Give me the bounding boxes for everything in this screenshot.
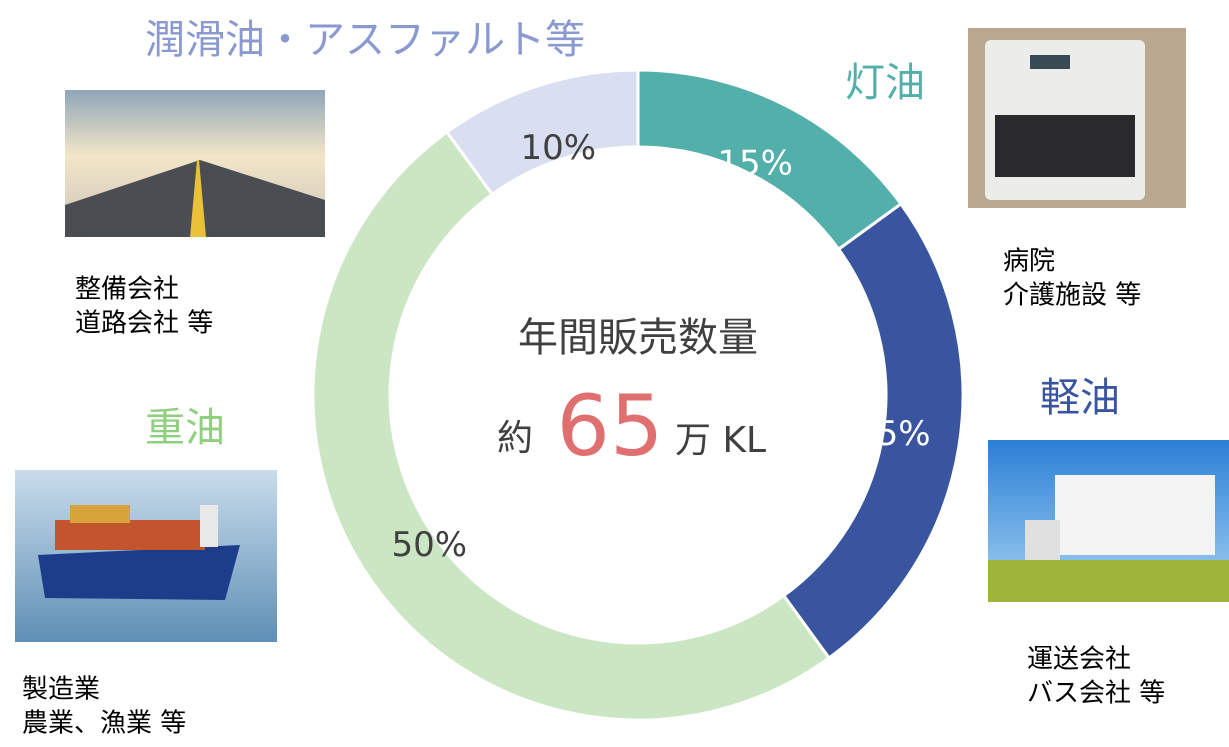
category-label: 重油 [145,405,225,451]
truck-photo [988,440,1229,602]
value-label: 15% [717,144,793,184]
center-value: 65 [557,377,664,475]
category-description: 介護施設 等 [1003,281,1141,311]
center-unit: 万 KL [675,420,766,461]
ship-photo [15,470,277,642]
category-label: 軽油 [1040,375,1120,421]
donut-slice [311,129,832,722]
category-description: 道路会社 等 [75,309,213,339]
category-description: 製造業 [22,675,100,705]
category-label: 灯油 [845,60,925,106]
road-photo [65,90,325,237]
category-description: 整備会社 [75,275,179,305]
heater-photo [968,28,1186,208]
donut-slice [444,68,640,197]
category-description: 病院 [1003,247,1055,277]
category-description: 運送会社 [1027,645,1131,675]
center-prefix: 約 [497,418,533,459]
value-label: 50% [391,525,467,565]
category-label: 潤滑油・アスファルト等 [145,17,585,63]
value-label: 10% [520,128,596,168]
value-label: 25% [855,414,931,454]
center-title: 年間販売数量 [518,315,758,361]
category-description: 農業、漁業 等 [22,709,186,739]
category-description: バス会社 等 [1027,679,1165,709]
